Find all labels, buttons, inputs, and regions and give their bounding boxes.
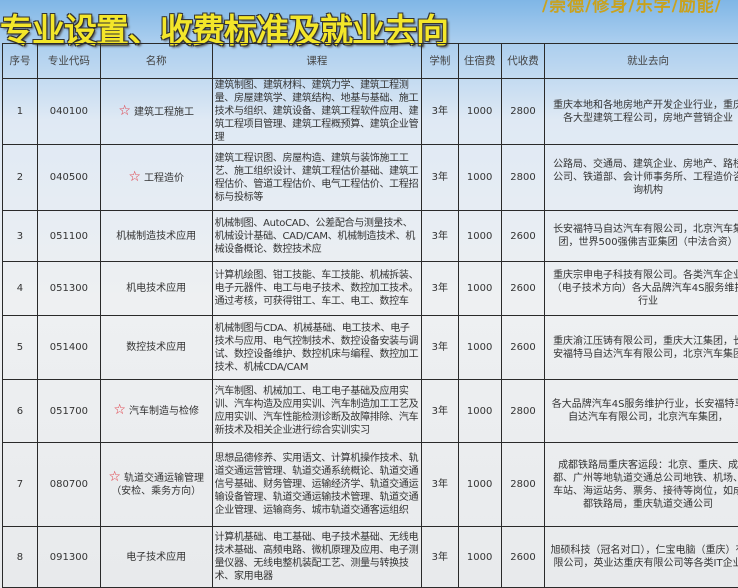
course-list: 机械制图、AutoCAD、公差配合与测量技术、机械设计基础、CAD/CAM、机械…	[211, 210, 423, 262]
dorm-fee: 1000	[457, 78, 502, 145]
employment-destination: 长安福特马自达汽车有限公司，北京汽车集团，世界500强佛吉亚集团（中法合资）	[544, 210, 738, 262]
course-list: 思想品德修养、实用语文、计算机操作技术、轨道交通运营管理、轨道交通系统概论、轨道…	[211, 442, 423, 527]
major-name: ☆ 工程造价	[99, 144, 213, 211]
major-name: 数控技术应用	[99, 315, 213, 380]
major-code: 091300	[36, 526, 101, 588]
header-name: 名称	[99, 43, 213, 79]
header-years: 学制	[421, 43, 459, 79]
collected-fee: 2600	[500, 315, 546, 380]
major-name-text: 工程造价	[143, 172, 184, 184]
employment-destination: 旭硕科技（冠名对口），仁宝电脑（重庆）有限公司，英业达重庆有限公司等各类IT企业	[544, 526, 738, 588]
duration: 3年	[421, 210, 459, 262]
dorm-fee: 1000	[457, 315, 502, 380]
major-name: ☆ 建筑工程施工	[99, 78, 213, 145]
employment-destination: 成都铁路局重庆客运段：北京、重庆、成都、广州等地轨道交通总公司地铁、机场、车站、…	[544, 442, 738, 527]
employment-destination: 公路局、交通局、建筑企业、房地产、路桥公司、铁道部、会计师事务所、工程造价咨询机…	[544, 144, 738, 211]
table-row: 4 051300 机电技术应用 计算机绘图、钳工技能、车工技能、机械拆装、电子元器件、…	[2, 261, 738, 316]
collected-fee: 2600	[500, 526, 546, 588]
row-number: 7	[2, 442, 38, 527]
duration: 3年	[421, 379, 459, 443]
header-dorm: 住宿费	[457, 43, 502, 79]
major-name: 电子技术应用	[99, 526, 213, 588]
dorm-fee: 1000	[457, 442, 502, 527]
employment-destination: 各大品牌汽车4S服务维护行业，长安福特马自达汽车有限公司，北京汽车集团，	[544, 379, 738, 443]
row-number: 5	[2, 315, 38, 380]
table-row: 2 040500 ☆ 工程造价 建筑工程识图、房屋构造、建筑与装饰施工工艺、施工组织设计…	[2, 144, 738, 211]
major-code: 051300	[36, 261, 101, 316]
table-row: 5 051400 数控技术应用 机械制图与CDA、机械基础、电工技术、电子技术与应用、…	[2, 315, 738, 380]
star-icon: ☆	[113, 402, 126, 418]
major-name: 机电技术应用	[99, 261, 213, 316]
collected-fee: 2800	[500, 442, 546, 527]
dorm-fee: 1000	[457, 526, 502, 588]
major-code: 040500	[36, 144, 101, 211]
major-name: ☆ 汽车制造与检修	[99, 379, 213, 443]
duration: 3年	[421, 315, 459, 380]
major-name: 机械制造技术应用	[99, 210, 213, 262]
table-row: 6 051700 ☆ 汽车制造与检修 汽车制图、机械加工、电工电子基础及应用实训、汽车构…	[2, 379, 738, 443]
major-name: ☆ 轨道交通运输管理（安检、乘务方向）	[99, 442, 213, 527]
duration: 3年	[421, 78, 459, 145]
course-list: 建筑工程识图、房屋构造、建筑与装饰施工工艺、施工组织设计、建筑工程估价基础、建筑…	[211, 144, 423, 211]
duration: 3年	[421, 261, 459, 316]
table-row: 7 080700 ☆ 轨道交通运输管理（安检、乘务方向） 思想品德修养、实用语文、计算机…	[2, 442, 738, 527]
major-name-text: 机械制造技术应用	[116, 230, 197, 242]
major-name-text: 轨道交通运输管理（安检、乘务方向）	[111, 473, 204, 497]
header-no: 序号	[2, 43, 38, 79]
header-jobs: 就业去向	[544, 43, 738, 79]
collected-fee: 2800	[500, 78, 546, 145]
dorm-fee: 1000	[457, 261, 502, 316]
major-name-text: 电子技术应用	[126, 551, 187, 563]
dorm-fee: 1000	[457, 144, 502, 211]
course-list: 汽车制图、机械加工、电工电子基础及应用实训、汽车构造及应用实训、汽车制造加工工艺…	[211, 379, 423, 443]
major-name-text: 建筑工程施工	[133, 106, 194, 118]
major-code: 051100	[36, 210, 101, 262]
row-number: 6	[2, 379, 38, 443]
header-code: 专业代码	[36, 43, 101, 79]
major-name-text: 机电技术应用	[126, 283, 187, 294]
collected-fee: 2800	[500, 379, 546, 443]
row-number: 1	[2, 78, 38, 145]
major-code: 040100	[36, 78, 101, 145]
course-list: 计算机基础、电工基础、电子技术基础、无线电技术基础、高频电路、微机原理及应用、电…	[211, 526, 423, 588]
table-row: 1 040100 ☆ 建筑工程施工 建筑制图、建筑材料、建筑力学、建筑工程测量、房屋建筑…	[2, 78, 738, 145]
dorm-fee: 1000	[457, 379, 502, 443]
row-number: 3	[2, 210, 38, 262]
header-fee: 代收费	[500, 43, 546, 79]
collected-fee: 2600	[500, 210, 546, 262]
star-icon: ☆	[108, 469, 121, 485]
row-number: 4	[2, 261, 38, 316]
duration: 3年	[421, 526, 459, 588]
major-code: 051700	[36, 379, 101, 443]
header-row: 序号 专业代码 名称 课程 学制 住宿费 代收费 就业去向	[2, 43, 738, 79]
table-row: 3 051100 机械制造技术应用 机械制图、AutoCAD、公差配合与测量技术、机械…	[2, 210, 738, 262]
collected-fee: 2600	[500, 261, 546, 316]
duration: 3年	[421, 442, 459, 527]
star-icon: ☆	[128, 168, 141, 185]
header-course: 课程	[211, 43, 423, 79]
major-code: 080700	[36, 442, 101, 527]
employment-destination: 重庆渝江压铸有限公司，重庆大江集团，长安福特马自达汽车有限公司，北京汽车集团	[544, 315, 738, 380]
row-number: 8	[2, 526, 38, 588]
dorm-fee: 1000	[457, 210, 502, 262]
duration: 3年	[421, 144, 459, 211]
major-code: 051400	[36, 315, 101, 380]
course-list: 机械制图与CDA、机械基础、电工技术、电子技术与应用、电气控制技术、数控设备安装…	[211, 315, 423, 380]
major-name-text: 汽车制造与检修	[128, 406, 199, 417]
table-row: 8 091300 电子技术应用 计算机基础、电工基础、电子技术基础、无线电技术基础、高…	[2, 526, 738, 588]
collected-fee: 2800	[500, 144, 546, 211]
major-name-text: 数控技术应用	[126, 342, 187, 353]
star-icon: ☆	[118, 102, 131, 119]
employment-destination: 重庆宗申电子科技有限公司。各类汽车企业（电子技术方向）各大品牌汽车4S服务维护行…	[544, 261, 738, 316]
course-list: 计算机绘图、钳工技能、车工技能、机械拆装、电子元器件、电工与电子技术、数控加工技…	[211, 261, 423, 316]
majors-table: 序号 专业代码 名称 课程 学制 住宿费 代收费 就业去向 1 040100 ☆ 建筑…	[2, 43, 738, 588]
school-slogan: /崇德/修身/乐学/励能/	[541, 0, 722, 16]
employment-destination: 重庆本地和各地房地产开发企业行业，重庆各大型建筑工程公司，房地产营销企业	[544, 78, 738, 145]
course-list: 建筑制图、建筑材料、建筑力学、建筑工程测量、房屋建筑学、建筑结构、地基与基础、施…	[211, 78, 423, 145]
row-number: 2	[2, 144, 38, 211]
